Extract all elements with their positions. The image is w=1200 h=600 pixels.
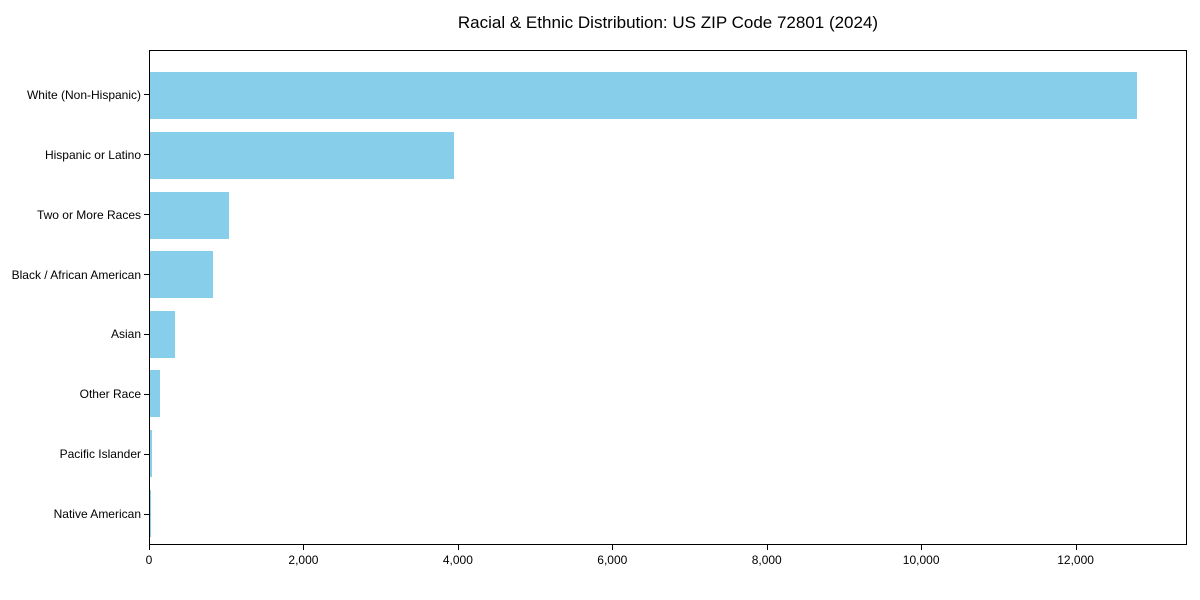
bar-row xyxy=(150,305,1186,365)
bar-row xyxy=(150,483,1186,543)
x-tick-mark xyxy=(766,545,768,550)
chart-title: Racial & Ethnic Distribution: US ZIP Cod… xyxy=(457,13,879,32)
bars-container xyxy=(150,66,1186,543)
bar xyxy=(150,72,1137,120)
x-tick-mark xyxy=(612,545,614,550)
x-tick-label: 12,000 xyxy=(1057,553,1094,567)
bar xyxy=(150,310,175,358)
x-tick-mark xyxy=(457,545,459,550)
bar-row xyxy=(150,126,1186,186)
y-tick-mark xyxy=(144,214,149,216)
bar xyxy=(150,251,214,299)
y-axis-label: Two or More Races xyxy=(36,207,141,222)
y-axis-label: Pacific Islander xyxy=(59,447,141,462)
bar-row xyxy=(150,424,1186,484)
y-axis-label: Hispanic or Latino xyxy=(44,147,141,162)
y-tick-mark xyxy=(144,393,149,395)
y-tick-mark xyxy=(144,453,149,455)
bar xyxy=(150,131,454,179)
y-tick-mark xyxy=(144,333,149,335)
y-axis-label: Other Race xyxy=(79,387,141,402)
y-axis-label: White (Non-Hispanic) xyxy=(26,87,141,102)
y-tick-mark xyxy=(144,94,149,96)
bar-row xyxy=(150,245,1186,305)
y-axis-label: Asian xyxy=(110,327,141,342)
y-tick-mark xyxy=(144,274,149,276)
plot-area xyxy=(149,50,1187,545)
bar xyxy=(150,191,230,239)
x-tick-mark xyxy=(303,545,305,550)
bar xyxy=(150,370,160,418)
x-tick-mark xyxy=(1075,545,1077,550)
x-tick-label: 6,000 xyxy=(597,553,628,567)
x-tick-mark xyxy=(149,545,150,550)
x-tick-label: 0 xyxy=(145,553,153,567)
x-tick-label: 10,000 xyxy=(902,553,940,567)
x-tick-label: 4,000 xyxy=(442,553,473,567)
x-tick-mark xyxy=(921,545,923,550)
y-tick-mark xyxy=(144,513,149,515)
y-axis-label: Native American xyxy=(53,507,141,522)
bar-row xyxy=(150,66,1186,126)
bar-row xyxy=(150,185,1186,245)
bar xyxy=(150,430,152,478)
y-axis-label: Black / African American xyxy=(11,267,141,282)
y-tick-mark xyxy=(144,154,149,156)
x-tick-label: 2,000 xyxy=(288,553,319,567)
x-tick-label: 8,000 xyxy=(751,553,782,567)
bar-row xyxy=(150,364,1186,424)
